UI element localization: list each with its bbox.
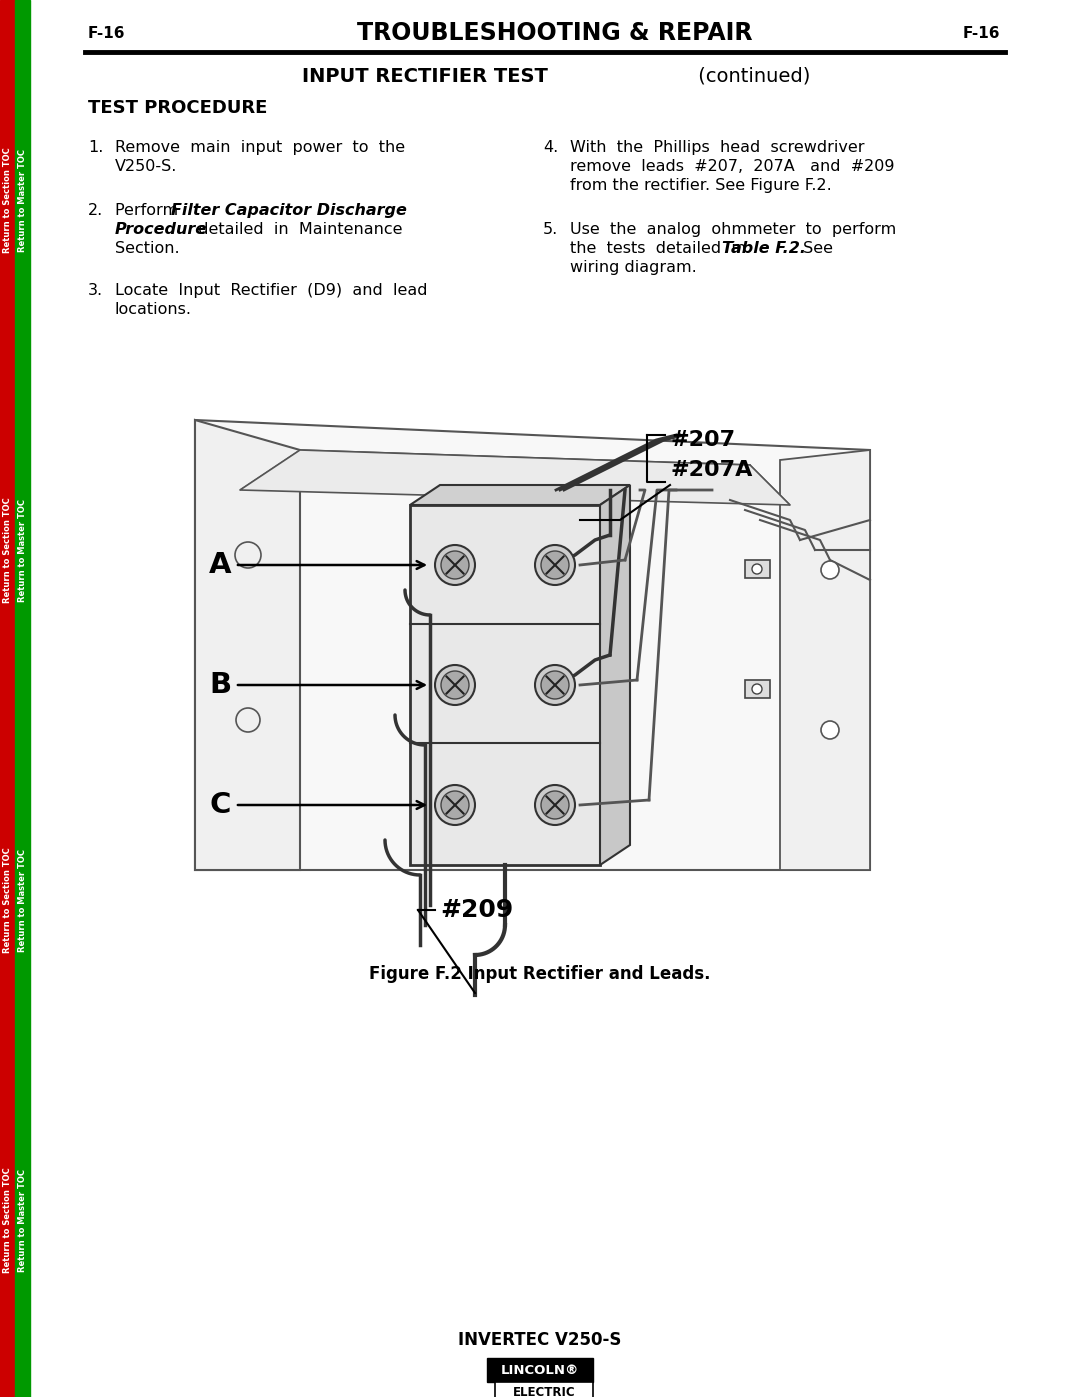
Text: Return to Master TOC: Return to Master TOC bbox=[18, 848, 27, 951]
Bar bbox=[487, 1358, 593, 1382]
Circle shape bbox=[435, 545, 475, 585]
Text: ELECTRIC: ELECTRIC bbox=[513, 1386, 576, 1397]
Text: A: A bbox=[208, 550, 231, 578]
Polygon shape bbox=[410, 485, 630, 504]
Text: 3.: 3. bbox=[87, 284, 103, 298]
Text: Figure F.2 Input Rectifier and Leads.: Figure F.2 Input Rectifier and Leads. bbox=[369, 965, 711, 983]
FancyArrowPatch shape bbox=[238, 562, 424, 569]
Polygon shape bbox=[780, 450, 870, 870]
FancyArrowPatch shape bbox=[238, 682, 424, 689]
Text: #207: #207 bbox=[670, 430, 735, 450]
Text: Return to Master TOC: Return to Master TOC bbox=[18, 499, 27, 602]
Bar bbox=[745, 680, 770, 698]
Text: 1.: 1. bbox=[87, 140, 104, 155]
Text: See: See bbox=[798, 242, 833, 256]
Text: INVERTEC V250-S: INVERTEC V250-S bbox=[458, 1331, 622, 1350]
Polygon shape bbox=[600, 485, 630, 865]
Circle shape bbox=[535, 785, 575, 826]
Polygon shape bbox=[195, 420, 870, 870]
Circle shape bbox=[441, 550, 469, 578]
Text: Return to Section TOC: Return to Section TOC bbox=[3, 847, 12, 953]
Text: Return to Master TOC: Return to Master TOC bbox=[18, 1168, 27, 1271]
Text: Return to Master TOC: Return to Master TOC bbox=[18, 148, 27, 251]
Text: the  tests  detailed  in: the tests detailed in bbox=[570, 242, 756, 256]
Polygon shape bbox=[300, 450, 750, 495]
Circle shape bbox=[535, 665, 575, 705]
Circle shape bbox=[441, 791, 469, 819]
Text: V250-S.: V250-S. bbox=[114, 159, 177, 175]
Circle shape bbox=[752, 564, 762, 574]
Text: Filter Capacitor Discharge: Filter Capacitor Discharge bbox=[171, 203, 407, 218]
Circle shape bbox=[821, 562, 839, 578]
Text: With  the  Phillips  head  screwdriver: With the Phillips head screwdriver bbox=[570, 140, 864, 155]
Text: TROUBLESHOOTING & REPAIR: TROUBLESHOOTING & REPAIR bbox=[357, 21, 753, 45]
FancyArrowPatch shape bbox=[238, 800, 424, 809]
Circle shape bbox=[821, 721, 839, 739]
Text: from the rectifier. See Figure F.2.: from the rectifier. See Figure F.2. bbox=[570, 177, 832, 193]
Text: locations.: locations. bbox=[114, 302, 192, 317]
Text: LINCOLN®: LINCOLN® bbox=[501, 1363, 579, 1376]
Bar bbox=[495, 1382, 593, 1397]
Text: Remove  main  input  power  to  the: Remove main input power to the bbox=[114, 140, 405, 155]
Text: detailed  in  Maintenance: detailed in Maintenance bbox=[188, 222, 403, 237]
Polygon shape bbox=[240, 450, 789, 504]
Bar bbox=[160, 386, 970, 944]
Text: 4.: 4. bbox=[543, 140, 558, 155]
Polygon shape bbox=[195, 420, 300, 870]
Bar bbox=[15, 0, 30, 1397]
Bar bbox=[410, 504, 600, 865]
Circle shape bbox=[441, 671, 469, 698]
Text: Return to Section TOC: Return to Section TOC bbox=[3, 147, 12, 253]
Bar bbox=[0, 0, 15, 1397]
Text: remove  leads  #207,  207A   and  #209: remove leads #207, 207A and #209 bbox=[570, 159, 894, 175]
Text: INPUT RECTIFIER TEST: INPUT RECTIFIER TEST bbox=[302, 67, 548, 85]
Circle shape bbox=[535, 545, 575, 585]
Circle shape bbox=[541, 550, 569, 578]
Text: Locate  Input  Rectifier  (D9)  and  lead: Locate Input Rectifier (D9) and lead bbox=[114, 284, 428, 298]
Bar bbox=[745, 560, 770, 578]
Text: F-16: F-16 bbox=[962, 25, 1000, 41]
Text: C: C bbox=[210, 791, 231, 819]
Circle shape bbox=[237, 708, 260, 732]
Circle shape bbox=[541, 791, 569, 819]
Text: 5.: 5. bbox=[543, 222, 558, 237]
Text: F-16: F-16 bbox=[87, 25, 125, 41]
Text: B: B bbox=[208, 671, 231, 698]
Text: Section.: Section. bbox=[114, 242, 179, 256]
Text: Table F.2.: Table F.2. bbox=[723, 242, 806, 256]
Text: wiring diagram.: wiring diagram. bbox=[570, 260, 697, 275]
Text: #207A: #207A bbox=[670, 460, 753, 481]
Text: Return to Section TOC: Return to Section TOC bbox=[3, 1166, 12, 1273]
Circle shape bbox=[752, 685, 762, 694]
Circle shape bbox=[541, 671, 569, 698]
Text: Return to Section TOC: Return to Section TOC bbox=[3, 497, 12, 604]
Text: TEST PROCEDURE: TEST PROCEDURE bbox=[87, 99, 268, 117]
Text: Use  the  analog  ohmmeter  to  perform: Use the analog ohmmeter to perform bbox=[570, 222, 896, 237]
Text: 2.: 2. bbox=[87, 203, 104, 218]
Circle shape bbox=[435, 665, 475, 705]
Text: #209: #209 bbox=[440, 898, 513, 922]
Text: (continued): (continued) bbox=[692, 67, 810, 85]
Text: Procedure: Procedure bbox=[114, 222, 207, 237]
Text: Perform: Perform bbox=[114, 203, 188, 218]
Circle shape bbox=[235, 542, 261, 569]
Circle shape bbox=[435, 785, 475, 826]
